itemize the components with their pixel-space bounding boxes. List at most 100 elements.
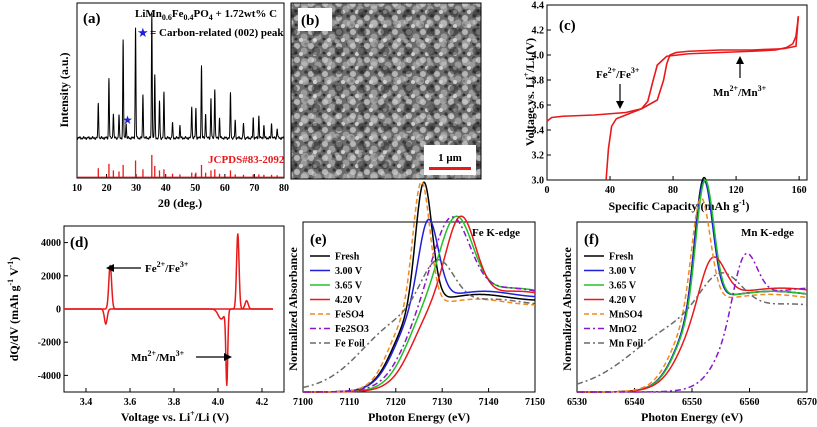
panel-d-label: (d) xyxy=(70,235,88,251)
legend-label: 4.20 V xyxy=(609,295,637,306)
panel-a-xtick-label: 70 xyxy=(249,183,259,194)
panel-a-frame xyxy=(76,2,285,179)
legend-label: 3.00 V xyxy=(609,266,637,277)
panel-b-frame xyxy=(290,2,482,180)
panel-e-xtick-label: 7100 xyxy=(293,397,313,408)
panel-c-ytick-label: 3.8 xyxy=(532,76,545,87)
arrow-left-icon xyxy=(106,264,114,272)
panel-e-edge-title: Fe K-edge xyxy=(472,227,520,239)
star-legend-icon: ★ xyxy=(137,25,149,40)
panel-d-ytick-label: 4000 xyxy=(41,238,61,249)
panel-f-xtick-label: 6540 xyxy=(625,397,645,408)
panel-e-ticks: 7100 7110 7120 7130 7140 7150 xyxy=(293,388,545,408)
legend-label: 3.00 V xyxy=(335,266,363,277)
panel-f-xtick-label: 6550 xyxy=(682,397,702,408)
panel-a-xtick-label: 40 xyxy=(161,183,171,194)
xanes-f-mnso4 xyxy=(577,197,808,393)
xrd-pattern-line xyxy=(76,13,285,141)
panel-c-ytick-label: 4.2 xyxy=(532,26,545,37)
panel-e-xlabel: Photon Energy (eV) xyxy=(368,410,470,424)
panel-f-xtick-label: 6530 xyxy=(567,397,587,408)
scale-bar-label: 1 μm xyxy=(438,152,462,164)
legend-label: Fe Foil xyxy=(335,339,365,350)
legend-label: 3.65 V xyxy=(335,281,363,292)
panel-c-ytick-label: 3.6 xyxy=(532,101,545,112)
panel-e-frame xyxy=(302,221,536,393)
panel-c-xtick-label: 0 xyxy=(545,185,550,196)
panel-d-ytick-label: -2000 xyxy=(38,338,61,349)
panel-e-xtick-label: 7130 xyxy=(432,397,452,408)
panel-d-annot-mn: Mn2+/Mn3+ xyxy=(131,349,185,364)
legend-label: MnO2 xyxy=(609,324,637,335)
panel-a-xtick-label: 20 xyxy=(102,183,112,194)
arrow-up-icon xyxy=(736,56,744,64)
panel-f-ylabel: Normalized Absorbance xyxy=(560,246,574,370)
panel-d-ytick-label: 0 xyxy=(56,305,61,316)
panel-f-xlabel: Photon Energy (eV) xyxy=(641,410,743,424)
panel-d-xlabel: Voltage vs. Li+/Li (V) xyxy=(121,409,229,424)
panel-c-xlabel: Specific Capacity (mAh g-1) xyxy=(609,198,750,213)
panel-a-xtick-label: 60 xyxy=(220,183,230,194)
panel-c-plot xyxy=(546,16,800,181)
panel-d-xtick-label: 3.8 xyxy=(168,397,181,408)
reference-label: JCPDS#83-2092 xyxy=(208,154,285,166)
legend-label: Fresh xyxy=(335,252,360,263)
xanes-f-mno2 xyxy=(577,252,808,393)
voltage-curve-charge xyxy=(546,16,800,122)
panel-b-label: (b) xyxy=(301,13,319,29)
panel-e-ylabel: Normalized Absorbance xyxy=(286,246,300,370)
scale-bar xyxy=(429,167,471,170)
panel-e-plot xyxy=(302,180,536,393)
dqdv-curve-discharge xyxy=(64,308,273,386)
arrow-down-icon xyxy=(616,101,624,109)
panel-e-xtick-label: 7140 xyxy=(479,397,499,408)
panel-a-legend-line2: = Carbon-related (002) peak xyxy=(150,27,284,39)
legend-label: 3.65 V xyxy=(609,281,637,292)
panel-c-xtick-label: 80 xyxy=(668,185,678,196)
panel-e-xtick-label: 7150 xyxy=(525,397,545,408)
panel-d-ytick-label: 2000 xyxy=(41,271,61,282)
panel-a-xtick-label: 50 xyxy=(190,183,200,194)
panel-a-ticks: 10 20 30 40 50 60 70 80 xyxy=(72,174,289,194)
panel-a-legend-line1: LiMn0.6Fe0.4PO4 + 1.72wt% C xyxy=(135,8,277,22)
panel-d-xtick-label: 4.2 xyxy=(256,397,269,408)
panel-d-annot-fe: Fe2+/Fe3+ xyxy=(145,260,189,275)
panel-c-ytick-label: 3.4 xyxy=(532,126,545,137)
panel-a-ylabel: Intensity (a.u.) xyxy=(57,52,71,127)
panel-d-plot xyxy=(64,233,273,386)
panel-d-ylabel: dQ/dV (mAh g-1 V-1) xyxy=(6,257,21,362)
xanes-e-fe-foil xyxy=(302,259,536,389)
panel-c-ytick-label: 3.0 xyxy=(532,176,545,187)
legend-label: Fresh xyxy=(609,252,634,263)
legend-label: Mn Foil xyxy=(609,339,643,350)
panel-d-xtick-label: 3.4 xyxy=(80,397,93,408)
panel-e-legend: Fresh 3.00 V 3.65 V 4.20 V FeSO4 Fe2SO3 Fe Foi… xyxy=(310,252,369,350)
panel-c-ytick-label: 4.4 xyxy=(532,1,545,12)
panel-c-xtick-label: 40 xyxy=(605,185,615,196)
panel-f-label: (f) xyxy=(584,232,599,248)
panel-a: 10 20 30 40 50 60 70 80 ★ (a) LiMn0.6Fe0.4PO4 +… xyxy=(57,2,289,210)
panel-c-xtick-label: 120 xyxy=(729,185,744,196)
panel-b-label-box xyxy=(298,8,332,31)
panel-c-ytick-label: 3.2 xyxy=(532,151,545,162)
legend-label: Fe2SO3 xyxy=(335,324,369,335)
panel-f-ticks: 6530 6540 6550 6560 6570 xyxy=(567,388,817,408)
panel-c-ylabel: Voltage vs. Li+/Li (V) xyxy=(522,38,537,146)
panel-c-annot-mn: Mn2+/Mn3+ xyxy=(713,84,767,99)
panel-c-xtick-label: 160 xyxy=(792,185,807,196)
xanes-e-fe2so3 xyxy=(303,216,536,393)
panel-c-frame xyxy=(546,4,808,181)
panel-d: 3.4 3.6 3.8 4.0 4.2 -4000 -2000 0 2000 4000 (d) F… xyxy=(6,225,285,424)
panel-f-plot xyxy=(576,176,808,393)
panel-d-xtick-label: 3.6 xyxy=(124,397,137,408)
panel-c-ytick-label: 4.0 xyxy=(532,51,545,62)
panel-e-xtick-label: 7110 xyxy=(340,397,359,408)
panel-d-ticks: 3.4 3.6 3.8 4.0 4.2 -4000 -2000 0 2000 4000 xyxy=(38,238,269,408)
panel-e: 7100 7110 7120 7130 7140 7150 Fresh 3.00 V 3.65… xyxy=(286,180,545,424)
panel-d-xtick-label: 4.0 xyxy=(212,397,225,408)
legend-label: MnSO4 xyxy=(609,310,642,321)
panel-c-label: (c) xyxy=(559,18,576,34)
arrow-right-icon xyxy=(224,353,232,361)
panel-f-edge-title: Mn K-edge xyxy=(741,227,794,239)
